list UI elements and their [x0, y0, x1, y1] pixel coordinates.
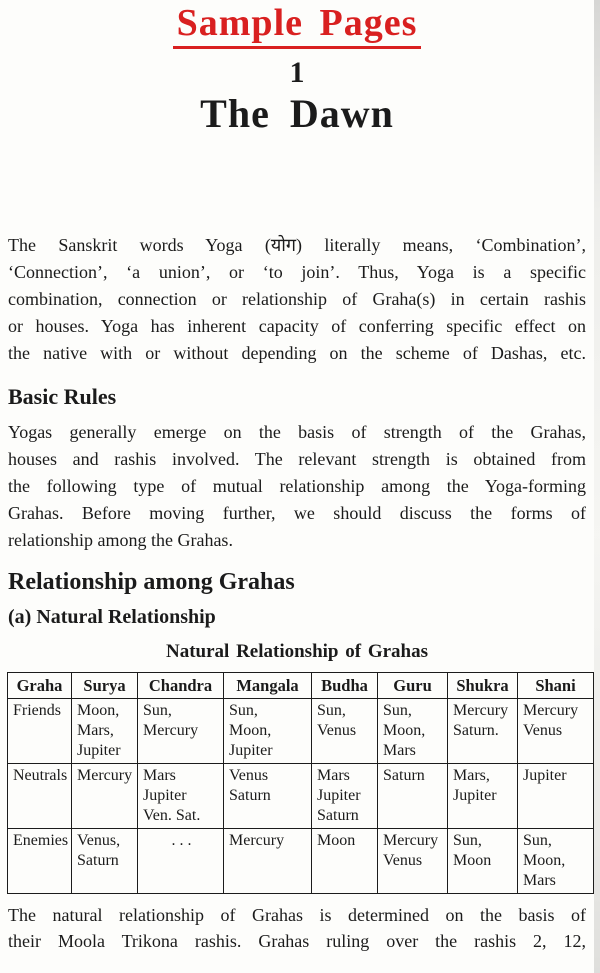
heading-relationship-among-grahas: Relationship among Grahas [8, 568, 295, 595]
paragraph-line: Yogas generally emerge on the basis of s… [8, 421, 586, 442]
paragraph-line: the following type of mutual relationshi… [8, 475, 586, 496]
table-cell: Mars Jupiter Ven. Sat. [137, 762, 224, 829]
table-cell: Moon [311, 827, 378, 894]
table-cell: Mars Jupiter Saturn [311, 762, 378, 829]
table-cell: Sun, Venus [311, 697, 378, 764]
table-cell: Sun, Mercury [137, 697, 224, 764]
table-header-shukra: Shukra [447, 671, 518, 699]
table-header-row: Graha Surya Chandra Mangala Budha Guru S… [7, 671, 594, 699]
table-cell: Jupiter [517, 762, 594, 829]
paragraph-line: combination, connection or relationship … [8, 288, 586, 309]
table-cell: Mercury [223, 827, 312, 894]
closing-paragraph: The natural relationship of Grahas is de… [8, 902, 586, 954]
table-row-enemies: Enemies Venus, Saturn . . . Mercury Moon… [7, 827, 594, 894]
chapter-title: The Dawn [200, 90, 394, 136]
subheading-natural-relationship: (a) Natural Relationship [8, 605, 216, 628]
table-header-chandra: Chandra [137, 671, 224, 699]
paragraph-line: their Moola Trikona rashis. Grahas rulin… [8, 930, 586, 951]
paragraph-line: Grahas. Before moving further, we should… [8, 502, 586, 523]
page-edge-shadow [594, 0, 600, 973]
row-label-neutrals: Neutrals [7, 762, 72, 829]
paragraph-line: houses and rashis involved. The relevant… [8, 448, 586, 469]
table-cell: Saturn [377, 762, 448, 829]
paragraph-line: or houses. Yoga has inherent capacity of… [8, 315, 586, 336]
table-cell: Mercury [71, 762, 138, 829]
table-cell: Venus, Saturn [71, 827, 138, 894]
paragraph-line: The natural relationship of Grahas is de… [8, 904, 586, 925]
table-header-mangala: Mangala [223, 671, 312, 699]
table-header-guru: Guru [377, 671, 448, 699]
paragraph-line: The Sanskrit words Yoga (योग) literally … [8, 234, 586, 255]
table-cell: Mercury Venus [377, 827, 448, 894]
table-cell: Sun, Moon, Mars [517, 827, 594, 894]
paragraph-line: ‘Connection’, ‘a union’, or ‘to join’. T… [8, 261, 586, 282]
table-cell: . . . [137, 827, 224, 894]
natural-relationship-table: Graha Surya Chandra Mangala Budha Guru S… [7, 671, 594, 894]
table-cell: Mercury Venus [517, 697, 594, 764]
table-header-budha: Budha [311, 671, 378, 699]
table-cell: Mars, Jupiter [447, 762, 518, 829]
intro-paragraph: The Sanskrit words Yoga (योग) literally … [8, 232, 586, 367]
table-header-graha: Graha [7, 671, 72, 699]
table-cell: Sun, Moon [447, 827, 518, 894]
sample-pages-banner: Sample Pages [172, 2, 422, 49]
table-header-surya: Surya [71, 671, 138, 699]
table-cell: Mercury Saturn. [447, 697, 518, 764]
table-cell: Sun, Moon, Jupiter [223, 697, 312, 764]
paragraph-line: relationship among the Grahas. [8, 529, 233, 550]
table-cell: Sun, Moon, Mars [377, 697, 448, 764]
table-row-friends: Friends Moon, Mars, Jupiter Sun, Mercury… [7, 697, 594, 764]
basic-rules-paragraph: Yogas generally emerge on the basis of s… [8, 419, 586, 554]
grahas-table-title: Natural Relationship of Grahas [166, 640, 428, 662]
row-label-friends: Friends [7, 697, 72, 764]
row-label-enemies: Enemies [7, 827, 72, 894]
table-header-shani: Shani [517, 671, 594, 699]
table-row-neutrals: Neutrals Mercury Mars Jupiter Ven. Sat. … [7, 762, 594, 829]
chapter-number: 1 [289, 55, 305, 89]
heading-basic-rules: Basic Rules [8, 383, 117, 409]
table-cell: Moon, Mars, Jupiter [71, 697, 138, 764]
paragraph-line: the native with or without depending on … [8, 342, 586, 363]
table-cell: Venus Saturn [223, 762, 312, 829]
banner-row: Sample Pages [8, 0, 586, 49]
